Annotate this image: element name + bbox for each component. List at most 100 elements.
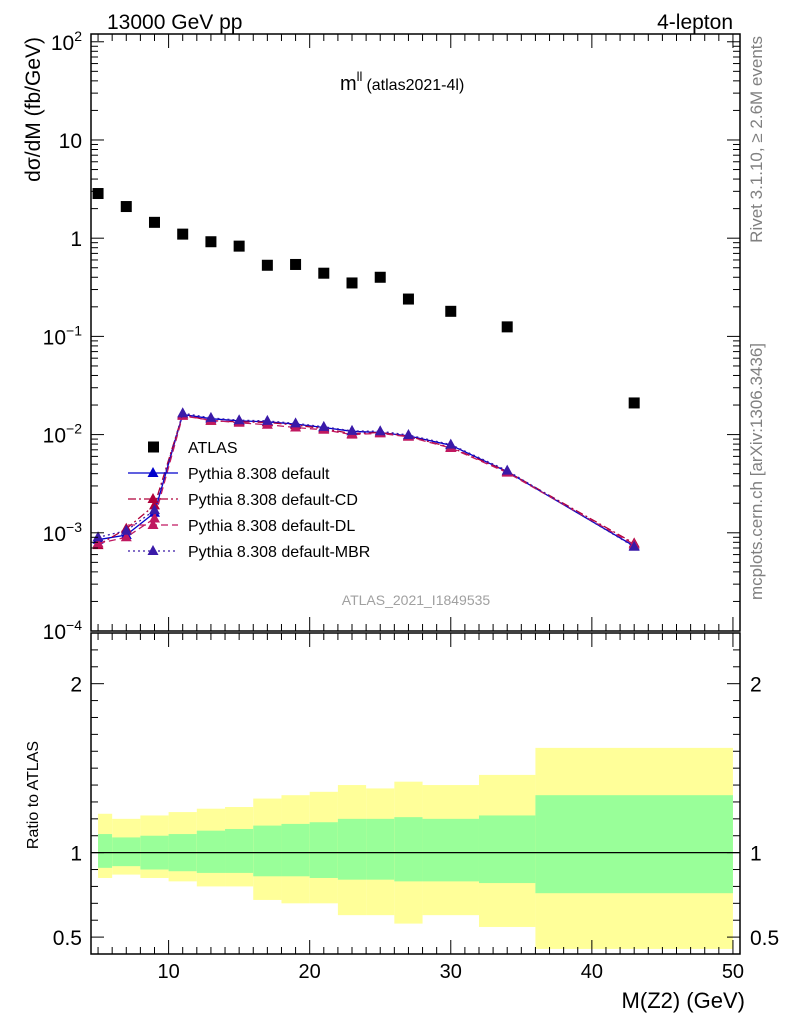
watermark: ATLAS_2021_I1849535 (342, 592, 491, 608)
ratio-y-tick-label-right: 0.5 (750, 927, 779, 950)
marker-mbr (374, 425, 386, 436)
atlas-point (205, 236, 217, 248)
marker-mbr (120, 524, 132, 535)
atlas-point (501, 321, 513, 333)
legend-label: ATLAS (188, 440, 238, 457)
marker-mbr (501, 464, 513, 475)
x-tick-label: 10 (157, 961, 179, 983)
marker-mbr (346, 424, 358, 435)
y-tick-label: 10−3 (43, 519, 83, 546)
x-axis-label: M(Z2) (GeV) (622, 988, 745, 1013)
atlas-point (318, 267, 330, 279)
mcplots-label: mcplots.cern.ch [arXiv:1306.3436] (747, 343, 766, 600)
header-left: 13000 GeV pp (107, 11, 242, 34)
band-inner (337, 818, 367, 880)
marker-mbr (148, 504, 160, 515)
atlas-point (402, 293, 414, 305)
legend-label: Pythia 8.308 default (188, 466, 330, 483)
atlas-point (628, 397, 640, 409)
y-tick-label: 1 (70, 228, 82, 251)
y-tick-label-base: 10 (43, 326, 66, 349)
y-tick-label: 10 (59, 130, 82, 153)
y-tick-label: 10−1 (43, 322, 83, 349)
x-tick-label: 20 (299, 961, 321, 983)
atlas-point (261, 259, 273, 271)
band-inner (98, 834, 113, 868)
marker-mbr (177, 407, 189, 418)
marker-mbr (205, 411, 217, 422)
atlas-point (374, 271, 386, 283)
y-tick-label-exponent: −4 (66, 617, 82, 633)
y-tick-label-exponent: −1 (66, 322, 82, 338)
band-inner (281, 823, 310, 877)
y-axis-label: dσ/dM (fb/GeV) (22, 37, 45, 182)
legend-marker (147, 519, 159, 529)
atlas-point (233, 240, 245, 252)
band-inner (478, 815, 536, 884)
y-tick-label-base: 10 (43, 425, 66, 448)
y-tick-label-exponent: −2 (66, 421, 82, 437)
ratio-y-tick-label-right: 1 (750, 843, 762, 866)
curve-mbr (97, 412, 635, 548)
y-tick-label-base: 10 (43, 523, 66, 546)
plot-title-main: m (340, 73, 357, 95)
ratio-y-tick-label: 0.5 (53, 927, 82, 950)
atlas-point (148, 216, 160, 228)
curve-dl (97, 415, 635, 546)
marker-mbr (290, 417, 302, 428)
legend-marker-atlas (148, 441, 159, 453)
x-tick-label: 50 (722, 961, 744, 983)
atlas-point (445, 305, 457, 317)
band-inner (225, 828, 254, 873)
plot-title: mll(atlas2021-4l) (340, 69, 464, 95)
plot-title-sub: (atlas2021-4l) (366, 77, 464, 94)
band-inner (196, 830, 226, 873)
ratio-frame (90, 632, 741, 955)
marker-dl (92, 537, 104, 548)
ratio-y-tick-label-right: 2 (750, 674, 762, 697)
marker-dl (120, 531, 132, 542)
ratio-uncertainty-bands (98, 747, 733, 949)
marker-mbr (261, 414, 273, 425)
y-tick-label-base: 10 (59, 130, 82, 153)
y-tick-label: 10−4 (43, 617, 83, 644)
marker-mbr (402, 429, 414, 440)
header-right: 4-lepton (657, 11, 733, 34)
atlas-point (346, 277, 358, 289)
ratio-panel: 0.5 0.5 1 1 2 2 10 20 30 40 50 Ratio to ATLAS M(Z2… (25, 632, 779, 1013)
ratio-y-tick-label: 2 (70, 674, 82, 697)
ratio-y-axis-label: Ratio to ATLAS (25, 741, 42, 849)
band-inner (112, 837, 141, 867)
marker-mbr (233, 414, 245, 425)
x-tick-label: 30 (440, 961, 462, 983)
ratio-y-tick-label: 1 (70, 843, 82, 866)
marker-mbr (92, 531, 104, 542)
band-inner (253, 825, 282, 877)
y-tick-label-base: 10 (51, 32, 74, 55)
band-inner (535, 795, 733, 894)
legend-label: Pythia 8.308 default-MBR (188, 544, 370, 561)
y-tick-label-base: 1 (70, 228, 82, 251)
band-inner (394, 817, 423, 882)
legend-marker (147, 467, 159, 477)
y-tick-label: 10−2 (43, 421, 83, 448)
plot-title-superscript: ll (357, 69, 363, 84)
ratio-axis-ticks: 0.5 0.5 1 1 2 2 10 20 30 40 50 (53, 633, 779, 983)
legend: ATLAS Pythia 8.308 default Pythia 8.308 de… (128, 440, 370, 561)
band-inner (309, 822, 338, 878)
atlas-point (120, 201, 132, 213)
y-tick-label-base: 10 (43, 621, 66, 644)
rivet-label: Rivet 3.1.10, ≥ 2.6M events (747, 36, 766, 243)
band-inner (422, 818, 479, 882)
legend-label: Pythia 8.308 default-DL (188, 518, 355, 535)
y-tick-label: 102 (51, 28, 82, 55)
legend-label: Pythia 8.308 default-CD (188, 492, 358, 509)
legend-marker (147, 545, 159, 555)
marker-dl (148, 512, 160, 523)
mc-curves (92, 407, 640, 551)
marker-mbr (445, 438, 457, 449)
y-tick-label-exponent: −3 (66, 519, 82, 535)
